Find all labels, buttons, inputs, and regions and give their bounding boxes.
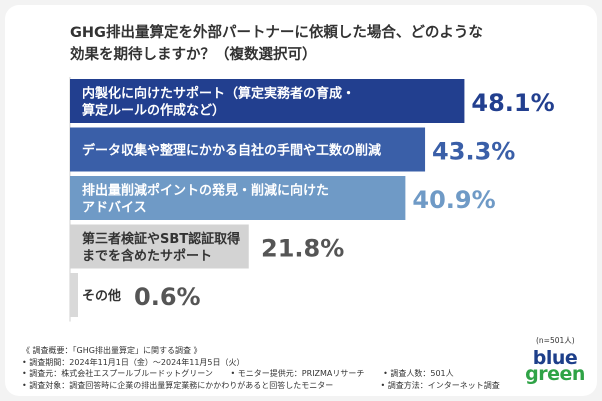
bar-chart: 内製化に向けたサポート（算定実務者の育成・算定ルールの作成など） 48.1% データ…	[69, 77, 555, 322]
bar-5-value-label: 0.6%	[134, 283, 201, 311]
footer-heading: 《 調査概要：「GHG排出量算定」に関する調査 》	[22, 346, 202, 355]
bar-2-category-label-line-1: データ収集や整理にかかる自社の手間や工数の削減	[82, 143, 381, 159]
bar-3-value-label: 40.9%	[412, 186, 495, 214]
logo-word-green: green	[525, 363, 585, 385]
bar-3	[70, 176, 406, 220]
sample-size-note: (n=501人)	[536, 336, 575, 345]
survey-overview: 《 調査概要：「GHG排出量算定」に関する調査 》 • 調査期間：2024年11…	[22, 345, 500, 391]
chart-title-line-2: 効果を期待しますか？（複数選択可）	[70, 47, 317, 63]
bar-1-category-label-line-2: 算定ルールの作成など）	[82, 103, 225, 119]
bar-4-value-label: 21.8%	[261, 235, 344, 263]
footer-sample-count: • 調査人数：501人	[383, 369, 454, 378]
chart-title-line-1: GHG排出量算定を外部パートナーに依頼した場合、どのような	[70, 25, 483, 41]
bar-2	[70, 127, 426, 172]
bar-4	[70, 224, 249, 269]
footer-monitor-provider: • モニター提供元：PRIZMAリサーチ	[230, 369, 365, 378]
logo-word-blue: blue	[532, 347, 578, 369]
bar-1-value-label: 48.1%	[471, 89, 554, 117]
bar-5-category-label-line-1: その他	[82, 288, 121, 304]
footer-method: • 調査方法：インターネット調査	[380, 380, 500, 390]
footer-row-4: • 調査対象：調査回答時に企業の排出量算定業務にかかわりがあると回答したモニター…	[22, 380, 500, 392]
bar-4-category-label-line-2: までを含めたサポート	[82, 248, 212, 264]
bar-1	[70, 79, 465, 123]
footer-row-1: 《 調査概要：「GHG排出量算定」に関する調査 》	[22, 345, 500, 357]
bluegreen-logo: blue green	[520, 347, 590, 385]
footer-row-2: • 調査期間：2024年11月1日（金）〜2024年11月5日（火）	[22, 357, 500, 369]
bar-2-value-label: 43.3%	[432, 138, 515, 166]
bar-3-category-label-line-1: 排出量削減ポイントの発見・削減に向けた	[82, 183, 329, 199]
footer-row-3: • 調査元：株式会社エスプールブルードットグリーン • モニター提供元：PRIZ…	[22, 368, 500, 380]
bar-5	[70, 273, 78, 317]
bar-3-category-label-line-2: アドバイス	[82, 201, 147, 216]
bar-4-category-label-line-1: 第三者検証やSBT認証取得	[82, 231, 240, 247]
bar-1-category-label-line-1: 内製化に向けたサポート（算定実務者の育成・	[82, 86, 355, 102]
chart-title: GHG排出量算定を外部パートナーに依頼した場合、どのような 効果を期待しますか？…	[70, 22, 550, 66]
footer-target: • 調査対象：調査回答時に企業の排出量算定業務にかかわりがあると回答したモニター	[22, 380, 334, 390]
footer-period: • 調査期間：2024年11月1日（金）〜2024年11月5日（火）	[22, 357, 245, 367]
footer-source: • 調査元：株式会社エスプールブルードットグリーン	[22, 369, 213, 378]
